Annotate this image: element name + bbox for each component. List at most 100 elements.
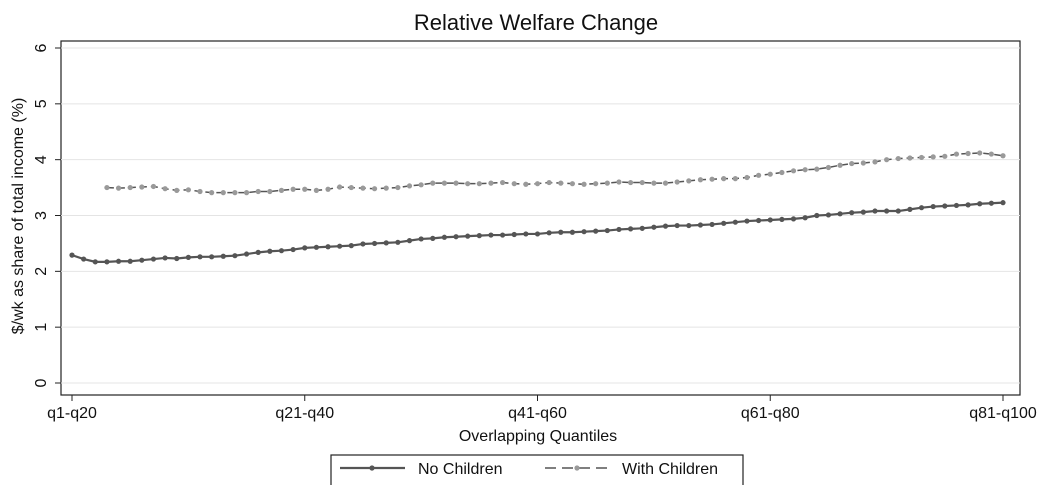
data-point-no-children bbox=[488, 232, 494, 238]
data-point-no-children bbox=[790, 216, 797, 222]
data-point-with-children bbox=[534, 181, 541, 187]
data-point-with-children bbox=[779, 169, 785, 176]
data-point-with-children bbox=[581, 181, 587, 187]
y-tick-label-6: 6 bbox=[33, 43, 50, 52]
data-point-with-children bbox=[546, 179, 552, 186]
data-point-with-children bbox=[918, 154, 925, 161]
data-point-with-children bbox=[569, 181, 576, 187]
data-point-no-children bbox=[127, 258, 133, 264]
data-point-no-children bbox=[476, 233, 482, 239]
data-point-no-children bbox=[348, 243, 354, 249]
x-tick-label-0: q1-q20 bbox=[47, 405, 97, 422]
data-point-no-children bbox=[639, 225, 645, 231]
data-point-no-children bbox=[860, 209, 866, 215]
data-point-no-children bbox=[313, 244, 319, 250]
data-point-with-children bbox=[814, 166, 820, 172]
chart-title: Relative Welfare Change bbox=[414, 10, 658, 35]
data-point-no-children bbox=[162, 255, 168, 261]
data-point-no-children bbox=[302, 245, 308, 251]
y-tick-label-2: 2 bbox=[33, 267, 50, 276]
data-point-with-children bbox=[150, 183, 157, 190]
data-point-no-children bbox=[406, 238, 413, 244]
data-point-with-children bbox=[674, 179, 680, 185]
data-point-with-children bbox=[802, 167, 808, 173]
data-point-with-children bbox=[243, 190, 250, 196]
data-point-no-children bbox=[628, 226, 634, 232]
y-tick-label-5: 5 bbox=[33, 99, 50, 108]
data-point-no-children bbox=[174, 255, 180, 262]
data-point-no-children bbox=[523, 231, 529, 237]
series-with-children bbox=[104, 150, 1006, 196]
data-point-with-children bbox=[197, 188, 203, 195]
data-point-with-children bbox=[348, 184, 354, 191]
data-point-no-children bbox=[849, 210, 855, 216]
data-point-no-children bbox=[721, 220, 727, 226]
data-point-no-children bbox=[92, 259, 98, 265]
data-point-with-children bbox=[837, 162, 843, 168]
data-point-no-children bbox=[697, 222, 704, 228]
x-tick-label-4: q81-q100 bbox=[969, 405, 1037, 422]
series-layer bbox=[69, 150, 1006, 265]
data-point-no-children bbox=[209, 254, 215, 260]
data-point-no-children bbox=[988, 200, 994, 206]
data-point-no-children bbox=[255, 249, 261, 255]
data-point-with-children bbox=[406, 183, 413, 189]
data-point-no-children bbox=[918, 205, 925, 211]
data-point-no-children bbox=[814, 212, 820, 219]
data-point-no-children bbox=[709, 221, 715, 228]
data-point-no-children bbox=[744, 218, 750, 224]
y-axis-title: $/wk as share of total income (%) bbox=[10, 98, 27, 335]
data-point-with-children bbox=[523, 181, 529, 187]
data-point-with-children bbox=[232, 190, 238, 196]
data-point-with-children bbox=[278, 187, 285, 193]
data-point-with-children bbox=[220, 190, 226, 196]
data-point-with-children bbox=[977, 150, 983, 156]
data-point-with-children bbox=[662, 180, 669, 186]
data-point-no-children bbox=[977, 201, 983, 207]
series-no-children bbox=[69, 200, 1006, 265]
data-point-with-children bbox=[860, 160, 866, 166]
data-point-no-children bbox=[232, 253, 238, 259]
x-axis-title: Overlapping Quantiles bbox=[459, 428, 617, 445]
data-point-with-children bbox=[290, 186, 296, 192]
data-point-no-children bbox=[581, 229, 587, 235]
data-point-no-children bbox=[884, 208, 890, 214]
legend: No Children With Children bbox=[330, 454, 744, 485]
data-point-with-children bbox=[558, 180, 564, 186]
data-point-with-children bbox=[371, 186, 378, 192]
data-point-with-children bbox=[127, 184, 133, 191]
y-tick-label-1: 1 bbox=[33, 323, 50, 332]
legend-box bbox=[330, 454, 744, 485]
data-point-with-children bbox=[453, 180, 459, 186]
legend-label-no-children: No Children bbox=[418, 461, 502, 478]
legend-label-with-children: With Children bbox=[622, 461, 718, 478]
data-point-no-children bbox=[651, 224, 657, 230]
data-point-no-children bbox=[511, 231, 517, 238]
data-point-no-children bbox=[69, 252, 75, 258]
data-point-with-children bbox=[756, 172, 762, 178]
data-point-no-children bbox=[115, 258, 122, 264]
data-point-no-children bbox=[558, 229, 564, 235]
data-point-no-children bbox=[197, 254, 203, 260]
data-point-with-children bbox=[465, 181, 471, 187]
data-point-with-children bbox=[430, 180, 436, 186]
data-point-with-children bbox=[907, 155, 913, 161]
data-point-no-children bbox=[546, 230, 552, 236]
data-point-with-children bbox=[593, 181, 599, 187]
data-point-with-children bbox=[104, 184, 110, 191]
data-point-no-children bbox=[767, 217, 773, 223]
data-point-with-children bbox=[209, 190, 215, 196]
data-point-no-children bbox=[942, 203, 948, 209]
data-point-with-children bbox=[732, 176, 738, 182]
x-axis: q1-q20 q21-q40 q41-q60 q61-q80 q81-q100 bbox=[47, 395, 1037, 422]
data-point-with-children bbox=[499, 179, 506, 186]
x-tick-label-2: q41-q60 bbox=[508, 405, 567, 422]
data-point-with-children bbox=[686, 178, 692, 184]
data-point-with-children bbox=[651, 180, 657, 186]
data-point-no-children bbox=[185, 254, 191, 260]
data-point-no-children bbox=[278, 248, 285, 254]
data-point-no-children bbox=[371, 240, 378, 247]
data-point-with-children bbox=[628, 179, 634, 186]
data-point-no-children bbox=[930, 203, 936, 210]
data-point-with-children bbox=[697, 177, 704, 183]
